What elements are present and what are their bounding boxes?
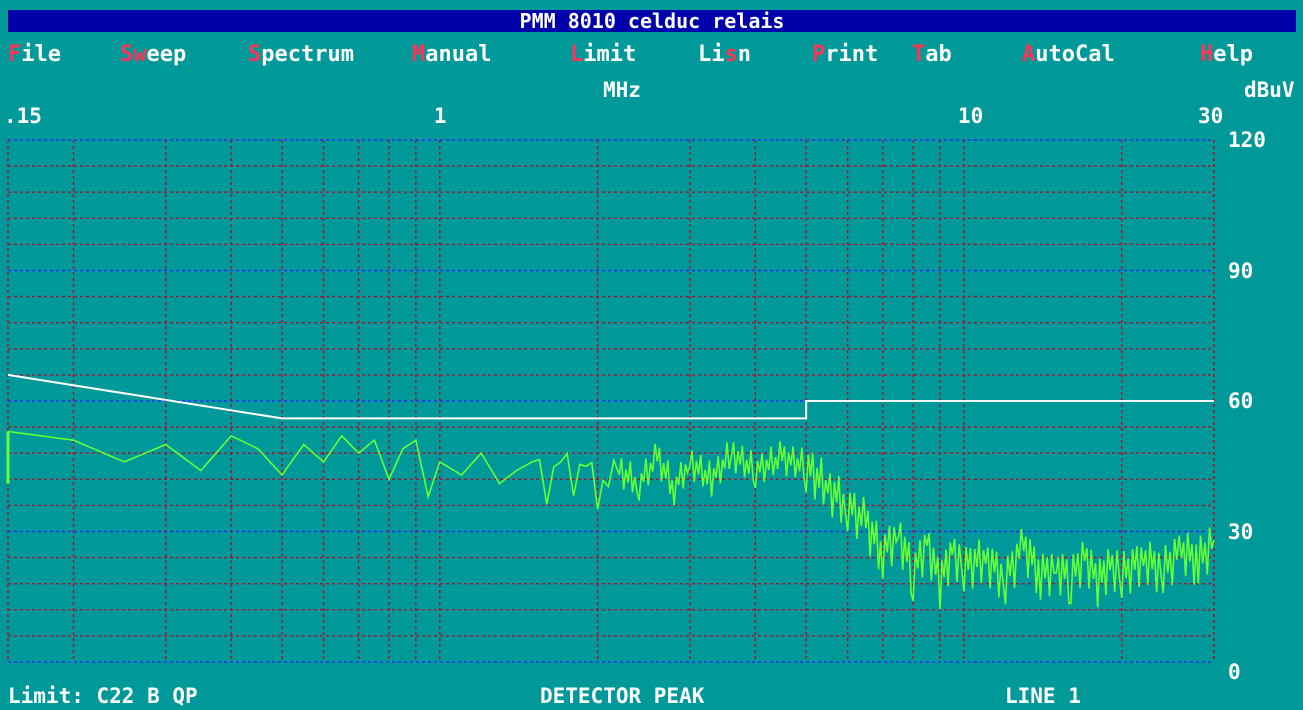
menu-hotkey: P	[812, 42, 826, 67]
menu-lisn[interactable]: Lisn	[698, 42, 751, 67]
menu-help[interactable]: Help	[1200, 42, 1253, 67]
limit-line	[7, 373, 1214, 420]
menu-spectrum[interactable]: Spectrum	[248, 42, 354, 67]
grid	[7, 139, 1215, 663]
x-tick-label: 10	[957, 104, 984, 128]
x-tick-label: 1	[433, 104, 447, 128]
x-tick-label: .15	[4, 104, 42, 128]
x-tick-label: 30	[1198, 104, 1224, 128]
menu-print[interactable]: Print	[812, 42, 879, 67]
menu-hotkey: F	[8, 42, 22, 67]
menu-autocal[interactable]: AutoCal	[1022, 42, 1115, 67]
window-title: PMM 8010 celduc relais	[8, 10, 1296, 32]
x-axis-label: MHz	[603, 78, 641, 102]
menu-hotkey: L	[570, 42, 584, 67]
menu-hotkey: s	[724, 42, 738, 67]
y-tick-label: 60	[1228, 389, 1254, 413]
y-tick-label: 90	[1228, 258, 1254, 283]
menu-bar: File Sweep Spectrum Manual Limit Lisn Print Tab…	[0, 40, 1303, 70]
limit-line-layer	[7, 373, 1214, 420]
y-tick-label: 120	[1228, 128, 1266, 152]
detector-status: DETECTOR PEAK	[540, 684, 705, 708]
y-tick-label: 30	[1228, 519, 1254, 544]
menu-hotkey: M	[412, 42, 426, 67]
menu-hotkey: A	[1022, 42, 1036, 67]
y-axis-label: dBuV	[1244, 78, 1295, 102]
limit-status: Limit: C22 B QP	[8, 684, 198, 708]
menu-hotkey: T	[912, 42, 926, 67]
menu-file[interactable]: File	[8, 42, 61, 67]
menu-tab[interactable]: Tab	[912, 42, 952, 67]
line-status: LINE 1	[1005, 684, 1081, 708]
peak-trace-layer	[6, 430, 1215, 610]
menu-manual[interactable]: Manual	[412, 42, 492, 67]
y-tick-label: 0	[1228, 660, 1241, 684]
peak-trace	[7, 430, 1215, 610]
menu-hotkey: S	[248, 42, 262, 67]
menu-hotkey: H	[1200, 42, 1214, 67]
menu-hotkey: S	[120, 42, 134, 67]
menu-sweep[interactable]: Sweep	[120, 42, 187, 67]
menu-limit[interactable]: Limit	[570, 42, 637, 67]
